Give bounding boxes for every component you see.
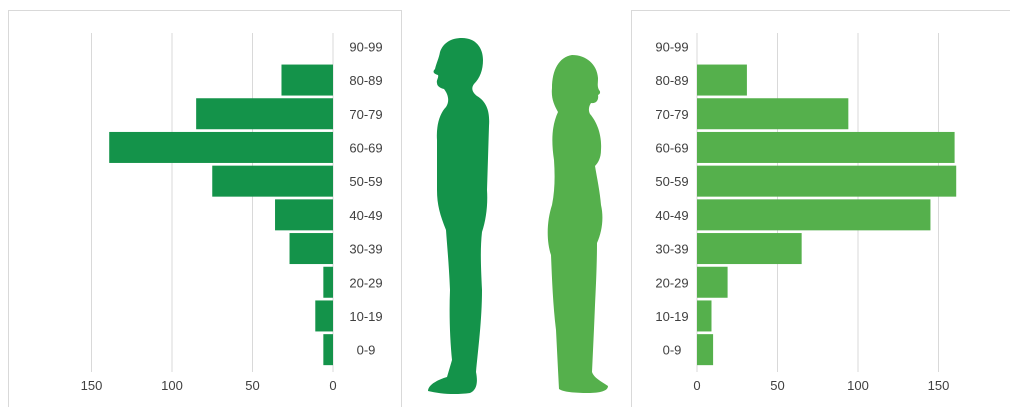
male-category-label: 80-89 bbox=[349, 73, 382, 88]
female-bar-80-89 bbox=[697, 64, 747, 96]
female-bar-20-29 bbox=[697, 266, 728, 298]
male-category-label: 60-69 bbox=[349, 140, 382, 155]
male-category-label: 0-9 bbox=[357, 343, 376, 358]
female-category-labels: 0-9 10-19 20-29 30-39 40-49 50-59 60-69 70-79 80… bbox=[655, 39, 688, 357]
male-tick-label: 0 bbox=[329, 378, 336, 393]
female-bar-70-79 bbox=[697, 98, 849, 130]
male-bar-30-39 bbox=[289, 233, 333, 265]
female-category-label: 70-79 bbox=[655, 107, 688, 122]
female-category-label: 40-49 bbox=[655, 208, 688, 223]
female-category-label: 90-99 bbox=[655, 39, 688, 54]
male-category-label: 40-49 bbox=[349, 208, 382, 223]
male-bars bbox=[109, 64, 334, 366]
female-category-label: 50-59 bbox=[655, 174, 688, 189]
female-bar-0-9 bbox=[697, 334, 714, 366]
female-category-label: 0-9 bbox=[663, 343, 682, 358]
female-bar-60-69 bbox=[697, 131, 955, 163]
female-silhouette-icon bbox=[547, 55, 608, 393]
female-category-label: 20-29 bbox=[655, 275, 688, 290]
female-category-label: 10-19 bbox=[655, 309, 688, 324]
female-bar-50-59 bbox=[697, 165, 957, 197]
female-tick-label: 100 bbox=[847, 378, 869, 393]
male-tick-label: 150 bbox=[81, 378, 103, 393]
female-tick-label: 50 bbox=[770, 378, 784, 393]
male-bar-20-29 bbox=[323, 266, 333, 298]
female-bars bbox=[697, 64, 957, 366]
male-axis-ticks: 150 100 50 0 bbox=[81, 378, 337, 393]
male-silhouette-icon bbox=[428, 38, 490, 395]
male-bar-80-89 bbox=[281, 64, 333, 96]
male-bar-40-49 bbox=[275, 199, 333, 231]
female-bar-30-39 bbox=[697, 233, 802, 265]
male-category-labels: 0-9 10-19 20-29 30-39 40-49 50-59 60-69 70-79 80… bbox=[349, 39, 382, 357]
male-tick-label: 100 bbox=[161, 378, 183, 393]
male-tick-label: 50 bbox=[245, 378, 259, 393]
male-bar-10-19 bbox=[315, 300, 333, 332]
male-category-label: 90-99 bbox=[349, 39, 382, 54]
male-chart-panel bbox=[8, 10, 402, 407]
male-bar-0-9 bbox=[323, 334, 333, 366]
female-bar-10-19 bbox=[697, 300, 712, 332]
male-bar-50-59 bbox=[212, 165, 333, 197]
female-bar-40-49 bbox=[697, 199, 931, 231]
female-tick-label: 150 bbox=[928, 378, 950, 393]
female-category-label: 80-89 bbox=[655, 73, 688, 88]
male-category-label: 20-29 bbox=[349, 275, 382, 290]
female-category-label: 30-39 bbox=[655, 242, 688, 257]
male-bar-60-69 bbox=[109, 131, 334, 163]
male-category-label: 70-79 bbox=[349, 107, 382, 122]
male-category-label: 10-19 bbox=[349, 309, 382, 324]
male-category-label: 50-59 bbox=[349, 174, 382, 189]
male-category-label: 30-39 bbox=[349, 242, 382, 257]
female-tick-label: 0 bbox=[693, 378, 700, 393]
female-axis-ticks: 0 50 100 150 bbox=[693, 378, 949, 393]
male-bar-70-79 bbox=[196, 98, 333, 130]
female-category-label: 60-69 bbox=[655, 140, 688, 155]
